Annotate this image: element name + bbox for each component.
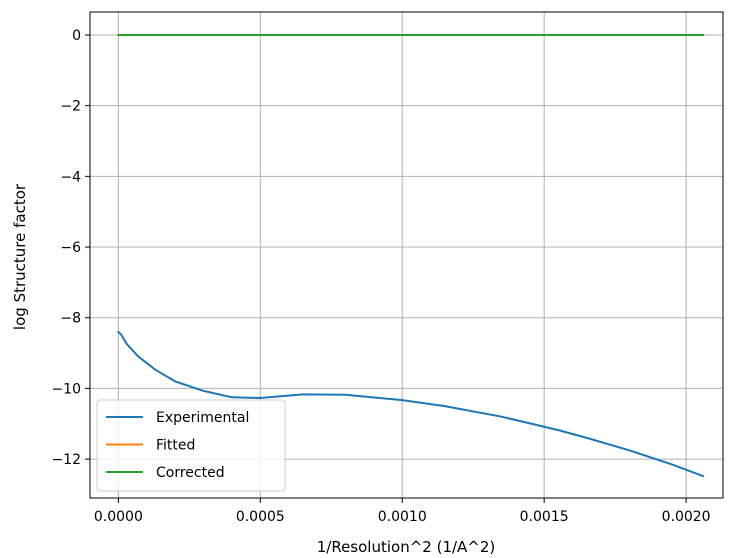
series-line-experimental: [116, 330, 705, 478]
y-axis-ticks: 0 −2 −4 −6 −8 −10 −12: [51, 28, 90, 468]
x-axis-label: 1/Resolution^2 (1/A^2): [317, 538, 496, 556]
x-tick-label: 0.0015: [520, 509, 569, 525]
legend-label-fitted: Fitted: [156, 438, 195, 454]
x-tick-label: 0.0020: [662, 509, 711, 525]
x-tick-label: 0.0010: [378, 509, 427, 525]
x-tick-label: 0.0005: [236, 509, 285, 525]
legend: Experimental Fitted Corrected: [96, 399, 286, 492]
x-axis-ticks: 0.0000 0.0005 0.0010 0.0015 0.0020: [94, 498, 711, 525]
legend-box: [96, 399, 286, 492]
legend-label-experimental: Experimental: [156, 410, 249, 426]
y-tick-label: −12: [51, 452, 81, 468]
y-tick-label: −8: [60, 311, 81, 327]
x-tick-label: 0.0000: [94, 509, 143, 525]
y-tick-label: −10: [51, 381, 81, 397]
y-tick-label: −6: [60, 240, 81, 256]
series-layer: [116, 34, 705, 478]
y-tick-label: −4: [60, 169, 81, 185]
legend-label-corrected: Corrected: [156, 465, 225, 481]
y-tick-label: −2: [60, 99, 81, 115]
y-axis-label: log Structure factor: [11, 183, 29, 330]
plot-frame: [89, 11, 724, 499]
y-tick-label: 0: [72, 28, 81, 44]
